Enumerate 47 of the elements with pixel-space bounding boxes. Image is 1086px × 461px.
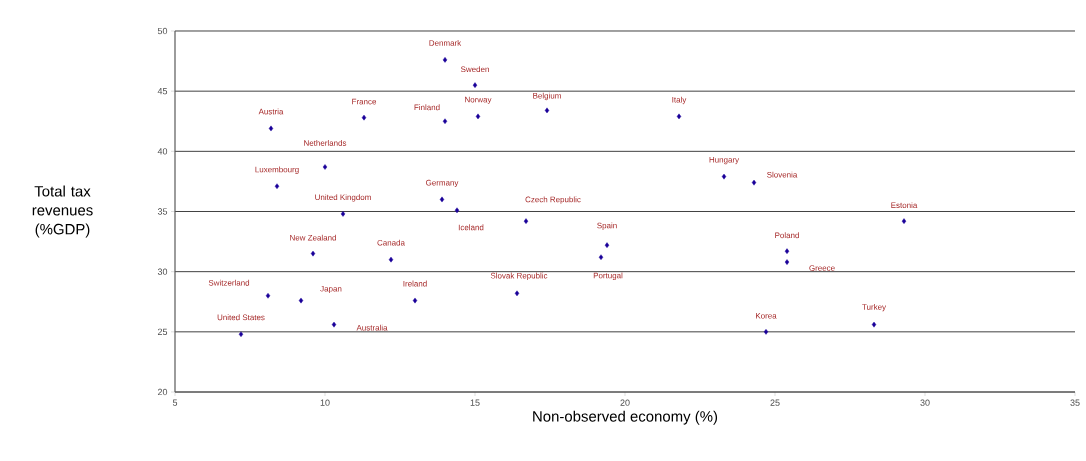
point (784, 259, 790, 265)
point (454, 207, 460, 214)
x-tick-label: 35 (1070, 399, 1080, 406)
point (298, 297, 304, 304)
y-axis-title: Total tax revenues (%GDP) (32, 185, 93, 238)
x-tick-label: 10 (320, 399, 330, 406)
point (265, 292, 271, 299)
point (784, 248, 790, 255)
point (322, 164, 328, 170)
x-tick-label: 5 (172, 399, 178, 406)
point (598, 254, 604, 261)
x-tick-label: 15 (470, 399, 480, 406)
point (238, 331, 244, 338)
point (472, 82, 478, 88)
point (361, 114, 367, 121)
point (544, 107, 550, 114)
point (901, 218, 907, 224)
y-tick-label: 20 (157, 388, 168, 396)
y-tick-label: 45 (157, 88, 168, 95)
point (721, 173, 727, 180)
point (274, 183, 280, 190)
point (523, 218, 529, 224)
point (871, 321, 877, 328)
x-axis-title: Non-observed economy (%) (533, 410, 718, 425)
point (331, 321, 337, 328)
x-tick-label: 25 (770, 399, 780, 406)
y-tick-label: 50 (157, 27, 168, 35)
point (340, 211, 346, 217)
y-tick-label: 35 (157, 208, 168, 215)
y-tick-label: 40 (157, 148, 168, 155)
point (442, 57, 448, 63)
point (310, 250, 316, 257)
x-tick-label: 20 (620, 399, 630, 406)
point (604, 242, 610, 248)
y-tick-label: 25 (157, 328, 168, 336)
point (442, 118, 448, 125)
point (751, 179, 757, 186)
point (439, 196, 445, 203)
point (268, 125, 274, 132)
point (763, 329, 769, 335)
point (475, 113, 481, 120)
y-tick-label: 30 (157, 268, 168, 275)
point (412, 297, 418, 304)
point (388, 256, 394, 263)
x-tick-label: 30 (920, 399, 930, 406)
point (676, 113, 682, 120)
point (514, 290, 520, 297)
